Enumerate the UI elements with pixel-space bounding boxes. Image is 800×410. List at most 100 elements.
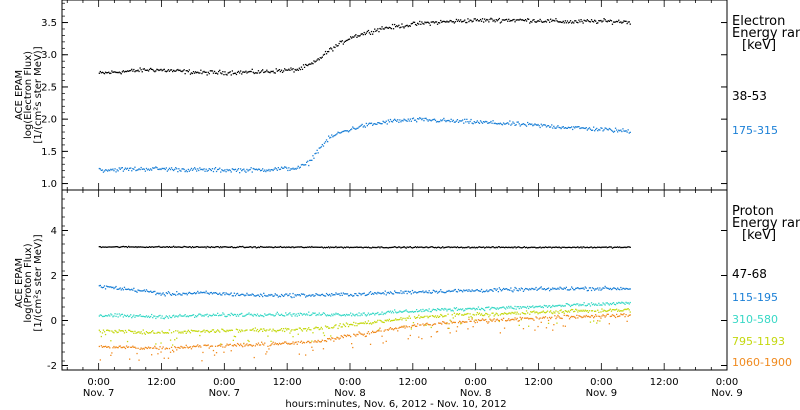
- data-point: [423, 291, 425, 294]
- data-point: [311, 62, 313, 64]
- data-point: [120, 313, 122, 316]
- data-point: [108, 314, 110, 316]
- data-point: [221, 73, 223, 75]
- data-point: [439, 22, 441, 24]
- data-point: [410, 311, 412, 313]
- data-point: [542, 124, 544, 126]
- data-point: [225, 73, 227, 76]
- data-point: [288, 68, 290, 70]
- data-point: [471, 308, 473, 310]
- data-point: [596, 22, 598, 24]
- data-point: [237, 70, 240, 73]
- data-point: [606, 287, 608, 289]
- data-point: [407, 118, 409, 120]
- data-point: [585, 310, 587, 312]
- data-point: [307, 340, 309, 343]
- data-point: [398, 292, 400, 294]
- data-point: [154, 332, 156, 334]
- data-point: [126, 314, 129, 316]
- data-point: [449, 290, 451, 293]
- data-point: [281, 71, 284, 73]
- data-point: [359, 315, 361, 317]
- data-point: [574, 20, 576, 22]
- data-point: [485, 307, 487, 309]
- data-point: [586, 290, 588, 292]
- data-point: [600, 19, 602, 22]
- data-point: [367, 29, 370, 32]
- data-point: [379, 247, 381, 249]
- data-point: [177, 346, 179, 349]
- data-point: [528, 123, 530, 126]
- data-point: [229, 246, 231, 248]
- data-point: [139, 67, 141, 69]
- data-point: [200, 291, 202, 293]
- data-point: [148, 332, 151, 334]
- data-point: [160, 246, 162, 248]
- data-point: [385, 340, 387, 342]
- data-point: [426, 291, 428, 294]
- data-point: [434, 323, 437, 325]
- data-point: [607, 246, 609, 248]
- data-point: [151, 331, 153, 333]
- data-point: [363, 312, 365, 314]
- data-point: [197, 71, 199, 73]
- data-point: [369, 343, 372, 345]
- data-point: [120, 73, 122, 75]
- data-point: [343, 334, 345, 336]
- data-point: [599, 287, 601, 289]
- data-point: [608, 246, 610, 248]
- data-point: [450, 290, 452, 292]
- data-point: [558, 126, 560, 129]
- data-point: [250, 313, 252, 315]
- data-point: [417, 291, 419, 294]
- data-point: [475, 319, 477, 321]
- data-point: [487, 322, 489, 324]
- data-point: [285, 312, 287, 314]
- data-point: [387, 291, 389, 294]
- data-point: [258, 315, 261, 317]
- data-point: [520, 247, 522, 249]
- data-point: [253, 295, 255, 297]
- data-point: [438, 22, 440, 24]
- data-point: [115, 346, 117, 348]
- data-point: [168, 70, 171, 72]
- data-point: [611, 302, 614, 305]
- data-point: [422, 316, 424, 319]
- data-point: [227, 330, 229, 332]
- data-point: [512, 312, 514, 314]
- data-point: [521, 247, 523, 249]
- data-point: [119, 315, 121, 317]
- data-point: [572, 304, 574, 306]
- data-point: [190, 315, 193, 317]
- data-point: [168, 292, 171, 294]
- data-point: [442, 119, 444, 121]
- data-point: [494, 314, 496, 316]
- data-point: [531, 287, 533, 290]
- data-point: [205, 247, 207, 249]
- data-point: [154, 167, 156, 169]
- data-point: [559, 304, 561, 306]
- data-point: [311, 346, 313, 348]
- data-point: [591, 315, 594, 317]
- data-point: [113, 332, 115, 334]
- data-point: [381, 321, 383, 323]
- data-point: [200, 168, 202, 171]
- data-point: [538, 305, 540, 308]
- data-point: [211, 293, 214, 295]
- data-point: [535, 311, 537, 313]
- data-point: [110, 354, 112, 356]
- data-point: [556, 246, 558, 248]
- data-point: [322, 294, 325, 296]
- data-point: [520, 287, 522, 289]
- proton-ylabel-line1: ACE EPAM: [14, 258, 25, 308]
- data-point: [535, 247, 537, 249]
- data-point: [611, 130, 614, 132]
- data-point: [140, 315, 142, 317]
- data-point: [237, 294, 240, 296]
- data-point: [479, 290, 482, 292]
- data-point: [618, 301, 620, 304]
- data-point: [532, 288, 534, 290]
- data-point: [230, 329, 232, 331]
- data-point: [302, 164, 305, 166]
- data-point: [628, 288, 630, 290]
